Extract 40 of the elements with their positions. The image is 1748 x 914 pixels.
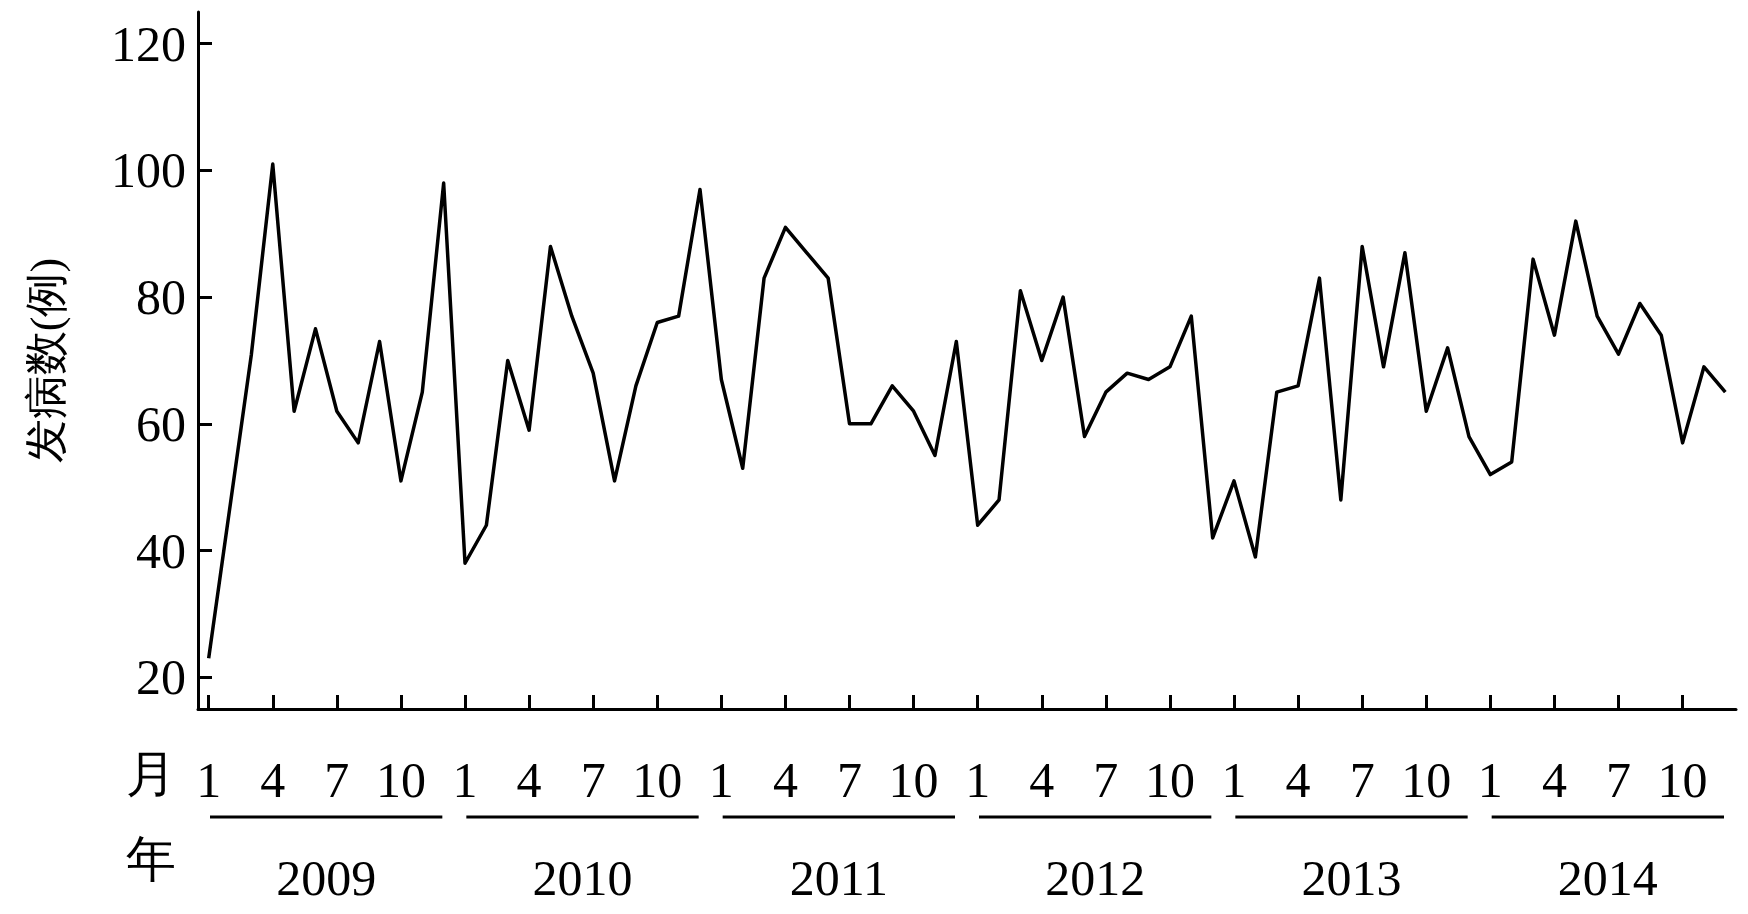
x-tick-label: 10	[1401, 752, 1452, 808]
text: 2012	[1045, 850, 1146, 906]
y-tick-label: 100	[111, 142, 186, 199]
x-tick-label: 1	[708, 752, 734, 808]
line-series	[206, 162, 1728, 661]
x-tick-label: 7	[324, 752, 350, 808]
x-tick-label: 10	[1657, 752, 1708, 808]
text: 2011	[789, 850, 888, 906]
x-tick-label: 1	[965, 752, 991, 808]
x-tick-label: 4	[1541, 752, 1567, 808]
x-tick-label: 7	[1606, 752, 1632, 808]
y-axis-title: 发病数(例)	[21, 257, 71, 464]
x-tick-label: 4	[260, 752, 286, 808]
x-tick-label: 7	[1349, 752, 1375, 808]
y-tick-label: 40	[136, 522, 186, 579]
x-axis-title: 月	[126, 746, 176, 802]
y-tick-label: 80	[136, 269, 186, 326]
x-tick-label: 7	[837, 752, 863, 808]
y-tick-label: 60	[136, 395, 186, 452]
x-tick-label: 10	[632, 752, 683, 808]
x-tick-label: 10	[375, 752, 426, 808]
x-tick-label: 1	[1477, 752, 1503, 808]
x-tick-label: 4	[1029, 752, 1055, 808]
x-tick-label: 4	[772, 752, 798, 808]
x-tick-label: 1	[196, 752, 222, 808]
x-tick-label: 1	[452, 752, 478, 808]
y-tick-label: 120	[111, 15, 186, 72]
text: 2010	[532, 850, 633, 906]
x-tick-label: 7	[580, 752, 606, 808]
x2-axis-title: 年	[126, 831, 176, 887]
text: 2009	[276, 850, 377, 906]
text: 2014	[1557, 850, 1658, 906]
x-tick-label: 10	[888, 752, 939, 808]
x-tick-label: 1	[1221, 752, 1247, 808]
x-tick-label: 10	[1144, 752, 1195, 808]
text: 2013	[1301, 850, 1402, 906]
x-tick-label: 7	[1093, 752, 1119, 808]
x-tick-label: 4	[516, 752, 542, 808]
x-tick-label: 4	[1285, 752, 1311, 808]
y-tick-label: 20	[136, 649, 186, 706]
